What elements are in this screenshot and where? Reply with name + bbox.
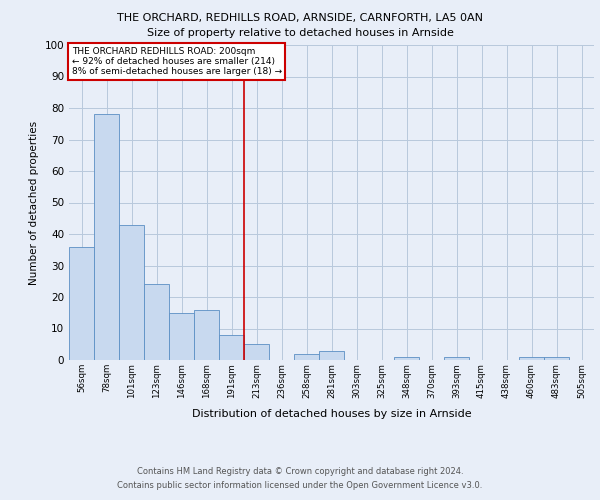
- Bar: [394, 357, 419, 360]
- Text: Size of property relative to detached houses in Arnside: Size of property relative to detached ho…: [146, 28, 454, 38]
- Y-axis label: Number of detached properties: Number of detached properties: [29, 120, 39, 284]
- Bar: [119, 224, 144, 360]
- Bar: [294, 354, 319, 360]
- Bar: [244, 344, 269, 360]
- Bar: [319, 350, 344, 360]
- Text: Contains HM Land Registry data © Crown copyright and database right 2024.: Contains HM Land Registry data © Crown c…: [137, 467, 463, 476]
- X-axis label: Distribution of detached houses by size in Arnside: Distribution of detached houses by size …: [191, 409, 472, 419]
- Bar: [544, 357, 569, 360]
- Bar: [69, 246, 94, 360]
- Bar: [519, 357, 544, 360]
- Bar: [169, 313, 194, 360]
- Bar: [194, 310, 219, 360]
- Text: THE ORCHARD, REDHILLS ROAD, ARNSIDE, CARNFORTH, LA5 0AN: THE ORCHARD, REDHILLS ROAD, ARNSIDE, CAR…: [117, 12, 483, 22]
- Bar: [219, 335, 244, 360]
- Bar: [94, 114, 119, 360]
- Text: THE ORCHARD REDHILLS ROAD: 200sqm
← 92% of detached houses are smaller (214)
8% : THE ORCHARD REDHILLS ROAD: 200sqm ← 92% …: [71, 46, 282, 76]
- Bar: [444, 357, 469, 360]
- Bar: [144, 284, 169, 360]
- Text: Contains public sector information licensed under the Open Government Licence v3: Contains public sector information licen…: [118, 481, 482, 490]
